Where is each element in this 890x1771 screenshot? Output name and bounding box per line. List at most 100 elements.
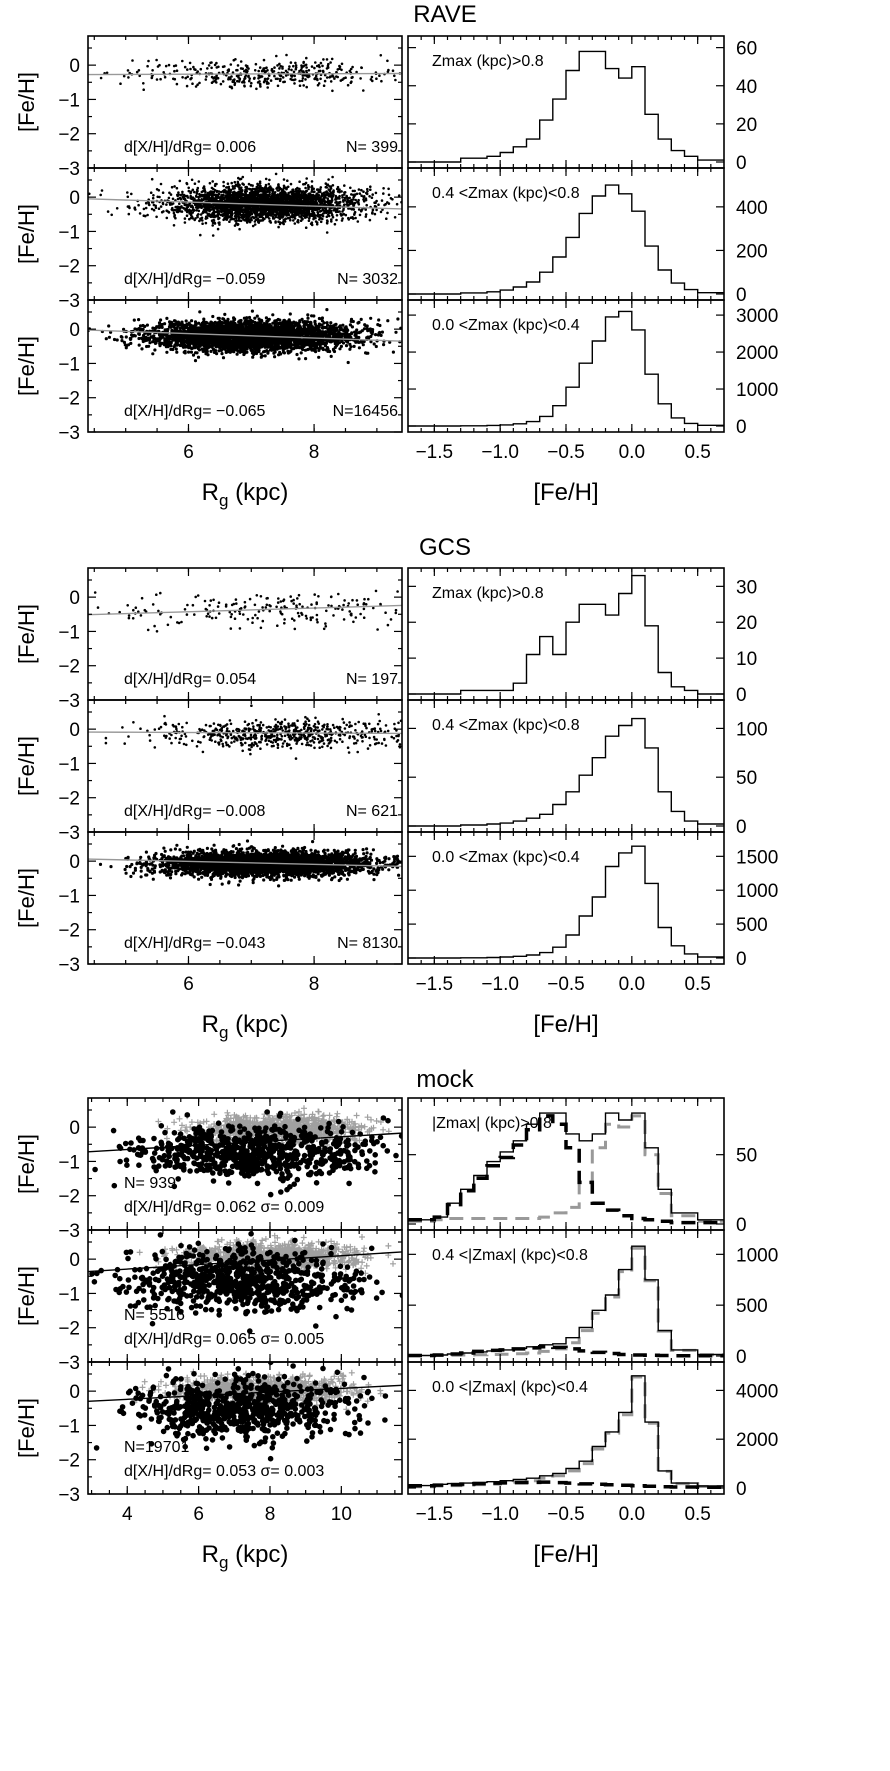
hist-x-tick-label: −1.5 bbox=[416, 974, 454, 995]
histogram-panel: 0 500 1000 1500 0.0 <Zmax (kpc)<0.4 bbox=[408, 832, 778, 970]
gradient-label: d[X/H]/dRg= 0.054 bbox=[124, 671, 256, 688]
y-tick-label: −2 bbox=[58, 1319, 80, 1340]
hist-y-tick-label: 20 bbox=[736, 613, 757, 634]
y-tick-label: −2 bbox=[58, 389, 80, 410]
hist-y-tick-label: 1000 bbox=[736, 881, 778, 902]
histogram-panel: 050|Zmax| (kpc)>0.8 bbox=[408, 1098, 757, 1236]
hist-y-tick-label: 50 bbox=[736, 1146, 757, 1167]
y-tick-label: −3 bbox=[58, 1353, 80, 1374]
black-points bbox=[94, 590, 429, 633]
gradient-label: d[X/H]/dRg= −0.008 bbox=[124, 803, 266, 820]
y-tick-label: −2 bbox=[58, 125, 80, 146]
n-label: N=16456 bbox=[333, 403, 398, 420]
y-tick-label: −3 bbox=[58, 823, 80, 844]
hist-x-tick-label: 0.0 bbox=[619, 442, 645, 463]
hist-y-tick-label: 10 bbox=[736, 649, 757, 670]
scatter-x-tick-label: 6 bbox=[183, 974, 194, 995]
hist-x-tick-label: −1.5 bbox=[416, 442, 454, 463]
scatter-x-tick-label: 10 bbox=[331, 1504, 352, 1525]
y-tick-label: −2 bbox=[58, 1187, 80, 1208]
hist-y-tick-label: 30 bbox=[736, 577, 757, 598]
hist-y-tick-label: 0 bbox=[736, 949, 747, 970]
y-axis-label: [Fe/H] bbox=[14, 1134, 39, 1194]
hist-y-tick-label: 0 bbox=[736, 153, 747, 174]
hist-y-tick-label: 200 bbox=[736, 241, 768, 262]
n-label: N= 8130 bbox=[337, 935, 398, 952]
n-label: N= 197 bbox=[346, 671, 398, 688]
y-axis-label: [Fe/H] bbox=[14, 868, 39, 928]
hist-x-tick-label: 0.5 bbox=[684, 1504, 710, 1525]
y-tick-label: −1 bbox=[58, 1284, 80, 1305]
y-tick-label: −3 bbox=[58, 691, 80, 712]
scatter-points bbox=[77, 308, 428, 364]
y-axis-label: [Fe/H] bbox=[14, 736, 39, 796]
hist-x-label: [Fe/H] bbox=[533, 1011, 598, 1038]
y-tick-label: −1 bbox=[58, 1416, 80, 1437]
hist-y-tick-label: 2000 bbox=[736, 343, 778, 364]
y-tick-label: −1 bbox=[58, 90, 80, 111]
panel-3: 0−1−2−3[Fe/H]d[X/H]/dRg= −0.065 N=1645601… bbox=[14, 300, 778, 444]
y-tick-label: −2 bbox=[58, 257, 80, 278]
scatter-x-tick-label: 6 bbox=[193, 1504, 204, 1525]
hist-x-tick-label: 0.0 bbox=[619, 974, 645, 995]
scatter-x-tick-label: 8 bbox=[309, 442, 320, 463]
scatter-panel: 0−1−2−3[Fe/H]d[X/H]/dRg= 0.006 N= 399 bbox=[14, 36, 452, 180]
group-title: RAVE bbox=[413, 1, 477, 28]
y-axis-label: [Fe/H] bbox=[14, 1266, 39, 1326]
hist-total bbox=[408, 719, 724, 826]
group-title: mock bbox=[416, 1066, 474, 1093]
y-tick-label: 0 bbox=[69, 720, 80, 741]
scatter-points bbox=[88, 173, 425, 237]
scatter-x-label: Rg (kpc) bbox=[202, 1541, 289, 1572]
y-tick-label: 0 bbox=[69, 1382, 80, 1403]
y-tick-label: −1 bbox=[58, 886, 80, 907]
hist-y-tick-label: 500 bbox=[736, 915, 768, 936]
scatter-x-tick-label: 8 bbox=[265, 1504, 276, 1525]
hist-y-tick-label: 100 bbox=[736, 719, 768, 740]
histogram-label: 0.4 <Zmax (kpc)<0.8 bbox=[432, 185, 580, 202]
gradient-label: d[X/H]/dRg= −0.065 bbox=[124, 403, 266, 420]
scatter-x-tick-label: 8 bbox=[309, 974, 320, 995]
y-tick-label: −3 bbox=[58, 955, 80, 976]
gradient-label: d[X/H]/dRg= 0.053 σ= 0.003 bbox=[124, 1463, 324, 1480]
y-axis-label: [Fe/H] bbox=[14, 604, 39, 664]
y-axis-label: [Fe/H] bbox=[14, 336, 39, 396]
scatter-panel: 0−1−2−3[Fe/H]d[X/H]/dRg= −0.043 N= 8130 bbox=[14, 832, 452, 976]
n-label: N=19701 bbox=[124, 1439, 189, 1456]
scatter-points bbox=[55, 1105, 439, 1197]
scatter-x-label: Rg (kpc) bbox=[202, 479, 289, 510]
hist-x-tick-label: −1.0 bbox=[481, 974, 519, 995]
n-label: N= 399 bbox=[346, 139, 398, 156]
y-axis-label: [Fe/H] bbox=[14, 1398, 39, 1458]
y-tick-label: 0 bbox=[69, 852, 80, 873]
y-axis-label: [Fe/H] bbox=[14, 72, 39, 132]
hist-y-tick-label: 60 bbox=[736, 39, 757, 60]
hist-y-tick-label: 1500 bbox=[736, 847, 778, 868]
y-tick-label: −3 bbox=[58, 423, 80, 444]
y-tick-label: −3 bbox=[58, 1485, 80, 1506]
hist-x-tick-label: −1.0 bbox=[481, 1504, 519, 1525]
hist-y-tick-label: 1000 bbox=[736, 1245, 778, 1266]
histogram-label: Zmax (kpc)>0.8 bbox=[432, 53, 544, 70]
hist-x-tick-label: 0.0 bbox=[619, 1504, 645, 1525]
hist-y-tick-label: 400 bbox=[736, 198, 768, 219]
hist-y-tick-label: 0 bbox=[736, 1215, 747, 1236]
hist-x-tick-label: −0.5 bbox=[547, 974, 585, 995]
histogram-label: 0.0 <Zmax (kpc)<0.4 bbox=[432, 849, 580, 866]
fit-line bbox=[88, 732, 402, 733]
scatter-x-tick-label: 6 bbox=[183, 442, 194, 463]
hist-x-tick-label: −1.5 bbox=[416, 1504, 454, 1525]
y-tick-label: −1 bbox=[58, 754, 80, 775]
histogram-label: 0.0 <|Zmax| (kpc)<0.4 bbox=[432, 1379, 588, 1396]
y-tick-label: −3 bbox=[58, 1221, 80, 1242]
hist-y-tick-label: 0 bbox=[736, 685, 747, 706]
